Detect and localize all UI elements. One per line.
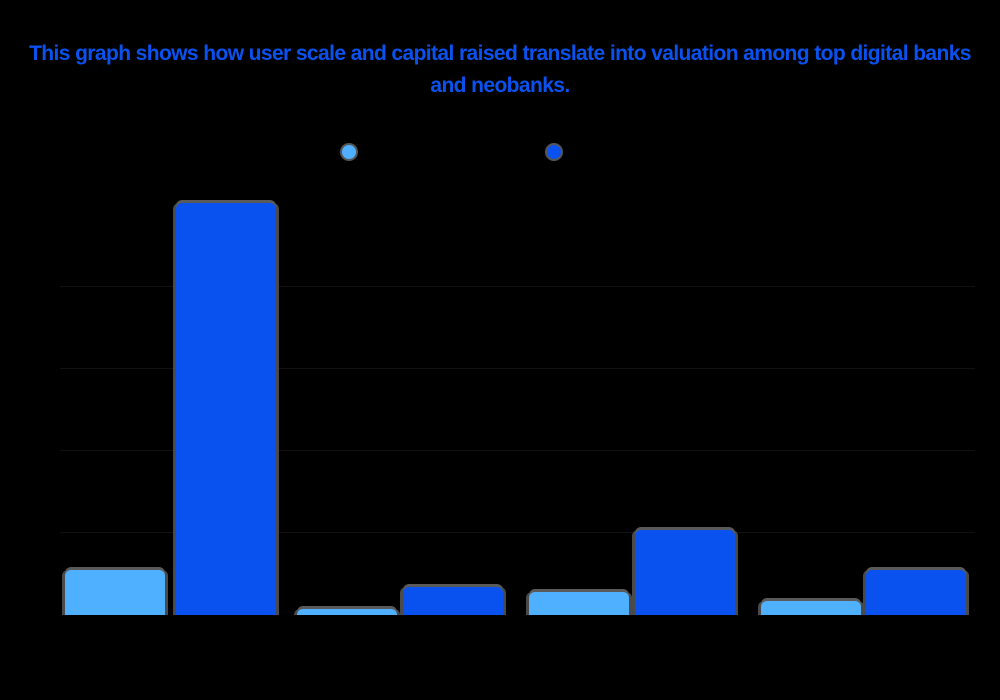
bar-series-2[interactable]: 5.5 [866,554,966,615]
bar-series-1[interactable]: 2.8 [529,576,629,615]
bar-series-2[interactable]: 3.4 [403,571,503,615]
gridline [60,368,975,369]
legend-item-series-2[interactable] [547,145,569,159]
gridline [60,532,975,533]
bar-series-1[interactable]: 1.7 [761,585,861,615]
data-label: 0.7 [339,593,355,606]
chart-title: This graph shows how user scale and capi… [29,42,971,97]
circle-swatch-icon [547,145,561,159]
data-label: 1.7 [803,585,819,598]
plot-area: 5.5 50.2 0.7 3.4 2.8 10.4 1.7 5.5 [60,187,975,615]
data-label: 2.8 [571,576,587,589]
bar-series-1[interactable]: 0.7 [297,593,397,615]
legend [0,145,1000,165]
bar-series-2[interactable]: 10.4 [635,514,735,615]
gridline [60,450,975,451]
data-label: 5.5 [107,553,123,566]
gridline [60,286,975,287]
data-label: 10.4 [674,513,696,526]
bar-series-2[interactable]: 50.2 [176,187,276,615]
bar-series-1[interactable]: 5.5 [65,554,165,615]
circle-swatch-icon [342,145,356,159]
legend-item-series-1[interactable] [342,145,364,159]
data-label: 50.2 [215,187,237,200]
data-label: 5.5 [908,553,924,566]
data-label: 3.4 [445,571,461,584]
